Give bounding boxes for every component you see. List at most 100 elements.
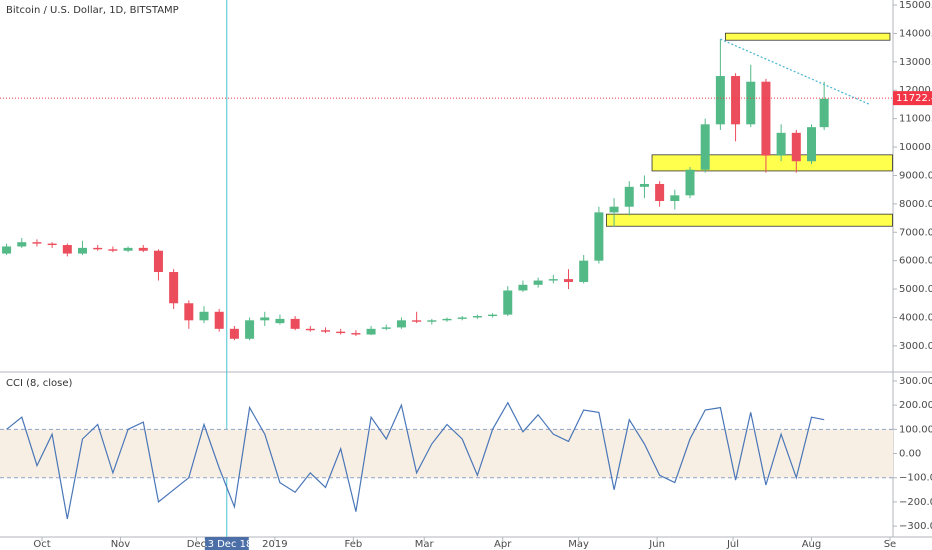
candle-body (62, 245, 72, 254)
zone (725, 32, 891, 41)
candle-body (32, 242, 42, 244)
candle-body (806, 127, 816, 162)
y-tick-label: 15000.00 (899, 0, 932, 11)
last-price-label: 11722.42 (896, 93, 932, 104)
candle-body (564, 279, 574, 282)
y-tick-label: 7000.00 (899, 227, 932, 238)
y-tick-label: 12000.00 (899, 85, 932, 96)
candle-body (17, 242, 27, 247)
y-tick-label: 3000.00 (899, 341, 932, 352)
y-tick-label: −100.00 (899, 473, 932, 484)
y-tick-label: 100.00 (899, 424, 932, 435)
candle-body (746, 81, 756, 125)
y-tick-label: 0.00 (899, 449, 921, 460)
candle-body (670, 195, 680, 202)
y-tick-label: 200.00 (899, 400, 932, 411)
y-tick-label: 11000.00 (899, 114, 932, 125)
candle-body (275, 318, 285, 324)
zone (651, 154, 893, 172)
candle-body (123, 247, 133, 251)
candle-body (336, 331, 346, 334)
candle-body (700, 124, 710, 170)
candle-body (685, 169, 695, 196)
x-tick-label: Dec (187, 539, 206, 550)
candle-body (2, 246, 12, 254)
x-tick-label: Oct (33, 539, 50, 550)
chart-title: Bitcoin / U.S. Dollar, 1D, BITSTAMP (6, 5, 179, 16)
candle-body (488, 314, 498, 317)
x-tick-label: Feb (344, 539, 362, 550)
candle-body (138, 247, 148, 251)
cci-line (6, 401, 825, 520)
candle-body (78, 247, 88, 254)
candle-body (351, 333, 361, 335)
candle-body (731, 76, 741, 125)
candle-body (457, 317, 467, 319)
candle-body (442, 318, 452, 321)
candle-body (47, 243, 57, 246)
last-price-box (893, 91, 932, 106)
candle-body (715, 76, 725, 125)
x-tick-label: Se (884, 539, 897, 550)
candle-body (639, 183, 649, 187)
y-tick-label: 4000.00 (899, 312, 932, 323)
x-tick-label: 2019 (262, 539, 287, 550)
y-tick-label: 6000.00 (899, 256, 932, 267)
candle-body (609, 206, 619, 213)
candle-body (791, 132, 801, 162)
x-tick-label: Apr (494, 539, 512, 550)
candle-body (381, 327, 391, 329)
x-tick-label: May (568, 539, 589, 550)
candle-body (533, 280, 543, 285)
candle-body (761, 81, 771, 156)
candle-body (518, 284, 528, 291)
candle-body (305, 328, 315, 331)
x-tick-label: Mar (415, 539, 435, 550)
candle-body (412, 320, 422, 322)
candle-body (321, 330, 331, 332)
y-tick-label: 13000.00 (899, 57, 932, 68)
y-tick-label: 5000.00 (899, 284, 932, 295)
candle-body (153, 250, 163, 273)
candle-body (427, 320, 437, 322)
candle-body (199, 311, 209, 321)
candle-body (184, 303, 194, 321)
candle-body (776, 132, 786, 156)
x-tick-label: Jun (648, 539, 665, 550)
y-tick-label: −300.00 (899, 521, 932, 532)
candle-body (503, 290, 513, 315)
candle-body (366, 328, 376, 335)
y-tick-label: 10000.00 (899, 142, 932, 153)
x-tick-label: Nov (111, 539, 131, 550)
candle-body (245, 320, 255, 339)
y-tick-label: 9000.00 (899, 170, 932, 181)
trendline (720, 38, 870, 105)
candle-body (624, 186, 634, 207)
candle-body (396, 320, 406, 328)
x-tick-label: Jul (726, 539, 739, 550)
y-tick-label: 300.00 (899, 376, 932, 387)
candle-body (169, 272, 179, 304)
indicator-title: CCI (8, close) (6, 378, 72, 389)
candle-body (579, 260, 589, 282)
candle-body (260, 317, 270, 321)
candle-body (290, 318, 300, 329)
crosshair-box (204, 537, 249, 550)
x-tick-label: Aug (802, 539, 822, 550)
y-tick-label: −200.00 (899, 497, 932, 508)
candle-body (229, 328, 239, 339)
zone (606, 213, 893, 227)
candle-body (655, 183, 665, 202)
candle-body (548, 279, 558, 281)
candle-body (472, 316, 482, 318)
y-tick-label: 8000.00 (899, 199, 932, 210)
y-tick-label: 14000.00 (899, 28, 932, 39)
candle-body (594, 212, 604, 261)
candle-body (214, 311, 224, 329)
candle-body (108, 249, 118, 251)
candle-body (93, 247, 103, 250)
crosshair-label: 13 Dec 18 (201, 539, 252, 550)
candle-body (819, 98, 829, 128)
